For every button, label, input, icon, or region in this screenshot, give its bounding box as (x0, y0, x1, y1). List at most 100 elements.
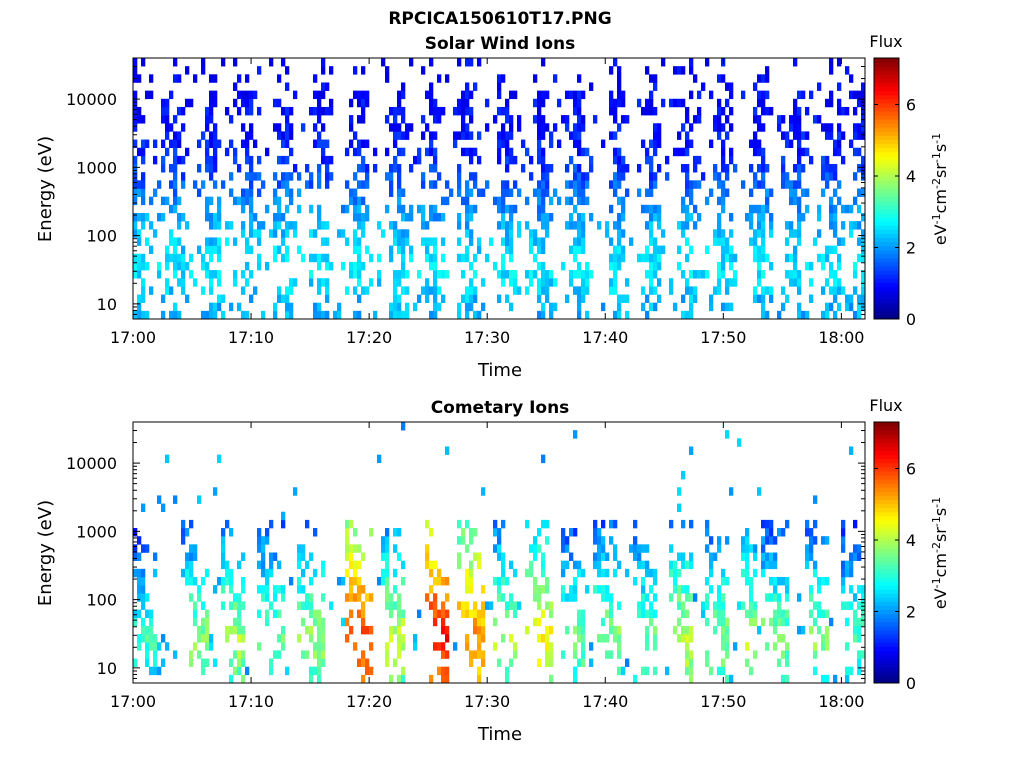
sup: -1 (930, 133, 943, 144)
spectrogram-cell (469, 576, 474, 586)
spectrogram-cell (237, 658, 242, 667)
spectrogram-cell (509, 278, 514, 287)
spectrogram-cell (457, 212, 462, 222)
spectrogram-cell (829, 204, 834, 214)
spectrogram-cell (761, 552, 766, 561)
spectrogram-cell (601, 568, 606, 578)
spectrogram-cell (709, 568, 714, 578)
spectrogram-cell (273, 650, 278, 659)
spectrogram-cell (829, 245, 834, 255)
spectrogram-cell (565, 593, 570, 602)
spectrogram-cell (505, 98, 510, 108)
spectrogram-cell (817, 625, 822, 635)
spectrogram-cell (413, 302, 418, 312)
spectrogram-cell (389, 253, 394, 263)
spectrogram-cell (613, 115, 618, 124)
spectrogram-cell (677, 617, 682, 627)
spectrogram-cell (573, 576, 578, 586)
spectrogram-cell (773, 617, 778, 627)
spectrogram-cell (397, 204, 402, 214)
spectrogram-cell (173, 270, 178, 279)
colorbar-step (874, 286, 899, 291)
spectrogram-cell (717, 98, 722, 108)
spectrogram-cell (225, 519, 230, 529)
spectrogram-cell (145, 625, 150, 635)
spectrogram-cell (297, 585, 302, 594)
spectrogram-cell (229, 302, 234, 312)
spectrogram-cell (209, 212, 214, 222)
spectrogram-cell (541, 172, 546, 181)
spectrogram-cell (309, 601, 314, 610)
spectrogram-cell (561, 115, 566, 124)
spectrogram-cell (649, 302, 654, 312)
spectrogram-cell (509, 147, 514, 157)
spectrogram-cell (349, 585, 354, 594)
spectrogram-cell (729, 245, 734, 255)
spectrogram-cell (313, 609, 318, 619)
spectrogram-cell (589, 164, 594, 173)
spectrogram-cell (313, 568, 318, 578)
spectrogram-cell (753, 650, 758, 659)
spectrogram-cell (433, 131, 438, 140)
spectrogram-cell (209, 115, 214, 124)
spectrogram-cell (517, 601, 522, 610)
spectrogram-cell (433, 164, 438, 173)
spectrogram-cell (621, 245, 626, 255)
spectrogram-cell (721, 229, 726, 238)
spectrogram-cell (481, 650, 486, 659)
spectrogram-cell (557, 196, 562, 206)
spectrogram-cell (809, 585, 814, 594)
spectrogram-cell (829, 286, 834, 295)
spectrogram-cell (389, 188, 394, 197)
spectrogram-cell (725, 650, 730, 659)
colorbar-step (874, 123, 899, 128)
colorbar-step (874, 249, 899, 255)
spectrogram-cell (681, 601, 686, 610)
spectrogram-cell (573, 123, 578, 132)
spectrogram-cell (861, 90, 866, 100)
spectrogram-cell (465, 609, 470, 619)
spectrogram-cell (265, 261, 270, 271)
spectrogram-cell (317, 164, 322, 173)
spectrogram-cell (825, 634, 830, 643)
spectrogram-cell (221, 552, 226, 561)
spectrogram-cell (757, 204, 762, 214)
spectrogram-cell (849, 294, 854, 303)
spectrogram-cell (381, 229, 386, 238)
spectrogram-cell (765, 196, 770, 206)
spectrogram-cell (189, 98, 194, 108)
spectrogram-cell (609, 204, 614, 214)
spectrogram-cell (601, 536, 606, 545)
spectrogram-cell (585, 172, 590, 181)
spectrogram-cell (741, 536, 746, 545)
spectrogram-cell (289, 131, 294, 140)
spectrogram-cell (549, 278, 554, 287)
colorbar-step (874, 487, 899, 492)
spectrogram-cell (857, 131, 862, 140)
spectrogram-cell (837, 180, 842, 189)
spectrogram-cell (301, 617, 306, 627)
spectrogram-cell (853, 625, 858, 635)
spectrogram-cell (677, 147, 682, 157)
spectrogram-cell (685, 253, 690, 263)
spectrogram-cell (721, 576, 726, 586)
spectrogram-cell (501, 568, 506, 578)
spectrogram-cell (797, 286, 802, 295)
spectrogram-cell (205, 625, 210, 635)
spectrogram-cell (649, 609, 654, 619)
spectrogram-cell (793, 278, 798, 287)
spectrogram-cell (657, 294, 662, 303)
y-tick-label: 10000 (66, 90, 117, 109)
spectrogram-cell (389, 593, 394, 602)
spectrogram-cell (509, 593, 514, 602)
spectrogram-cell (401, 666, 406, 676)
spectrogram-cell (133, 188, 138, 197)
spectrogram-cell (549, 310, 554, 320)
spectrogram-cell (161, 98, 166, 108)
spectrogram-cell (145, 634, 150, 643)
spectrogram-cell (793, 270, 798, 279)
spectrogram-cell (573, 90, 578, 100)
spectrogram-cell (169, 286, 174, 295)
spectrogram-cell (169, 310, 174, 320)
spectrogram-cell (821, 576, 826, 586)
